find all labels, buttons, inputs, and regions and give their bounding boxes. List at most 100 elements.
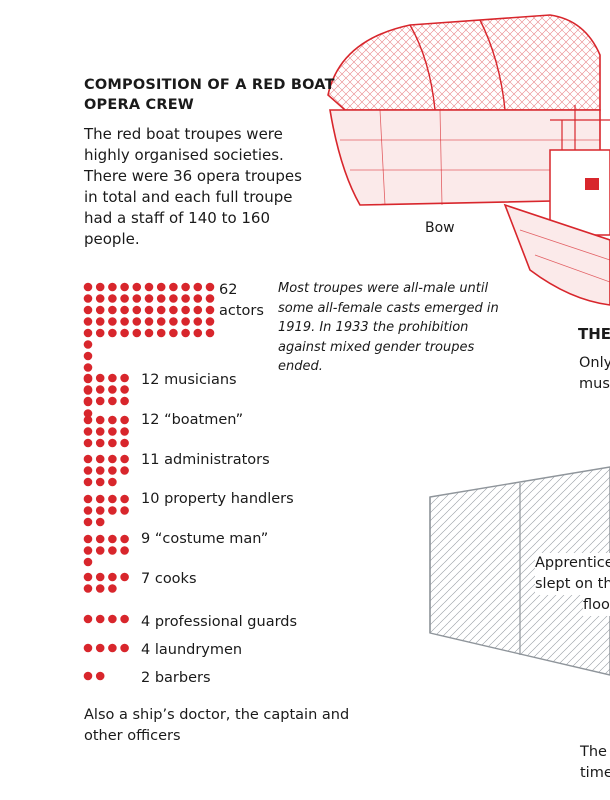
label-boatmen: 12 “boatmen” [141,410,243,430]
dot-0-25 [120,305,129,315]
dot-0-8 [181,282,190,292]
label-boatmen-text: “boatmen” [164,412,244,428]
dot-1-7 [120,385,129,394]
dot-1-9 [95,396,105,406]
cutaway-text-2a: Apprentice [535,553,610,574]
dot-6-2 [108,572,117,582]
dot-0-55 [83,340,93,349]
dot-1-6 [108,385,117,394]
dot-3-8 [83,477,93,487]
dot-5-4 [83,546,93,555]
cutaway-text-2c: floo [583,595,610,616]
dot-9-1 [95,671,105,681]
footer-text: Also a ship’s doctor, the captain and ot… [84,707,350,744]
dot-0-14 [120,294,129,303]
dot-0-61 [83,409,93,418]
dot-0-33 [83,317,93,326]
cutaway-text-3b: time [580,765,610,781]
dot-7-0 [83,614,93,624]
dot-3-3 [120,454,129,464]
dot-0-12 [95,294,105,303]
label-laundrymen-text: laundrymen [154,642,243,658]
dot-3-2 [108,454,117,464]
dot-2-1 [95,415,105,425]
dot-3-0 [83,454,93,464]
dot-0-54 [205,328,215,338]
dot-4-1 [95,494,105,504]
dot-0-4 [132,282,142,292]
dot-8-0 [83,643,93,653]
dot-0-35 [108,317,117,326]
dot-0-13 [108,294,117,303]
dot-0-27 [144,305,154,315]
dot-5-7 [120,546,129,555]
dot-5-3 [120,534,129,544]
dot-5-0 [83,534,93,544]
dot-0-44 [83,328,93,338]
dot-3-1 [95,454,105,464]
dot-1-4 [83,385,93,394]
dot-5-5 [95,546,105,555]
dot-3-9 [95,477,105,487]
dot-0-32 [205,305,215,315]
dot-0-26 [132,305,142,315]
dot-0-34 [95,317,105,326]
label-property-handlers: 10 property handlers [141,489,294,509]
dot-4-8 [83,517,93,527]
dot-0-53 [193,328,203,338]
dot-0-48 [132,328,142,338]
dot-6-4 [83,584,93,593]
label-laundrymen-count: 4 [141,642,151,658]
dot-0-6 [156,282,166,292]
dot-5-1 [95,534,105,544]
dot-0-22 [83,305,93,315]
label-actors: actors [219,303,264,319]
dot-5-2 [108,534,117,544]
dot-1-1 [95,373,105,383]
chart-title: COMPOSITION OF A RED BOAT OPERA CREW [84,77,335,113]
dot-6-5 [95,584,105,593]
dot-4-4 [83,506,93,515]
dot-5-6 [108,546,117,555]
dot-0-28 [156,305,166,315]
dot-2-3 [120,415,129,425]
dot-7-1 [95,614,105,624]
label-administrators: 11 administrators [141,450,270,470]
dot-0-36 [120,317,129,326]
dot-5-8 [83,557,93,567]
dot-6-1 [95,572,105,582]
label-guards-count: 4 [141,614,151,630]
cutaway-illustration [429,466,610,676]
label-administrators-text: administrators [164,452,270,468]
note-text: Most troupes were all-male until some al… [278,281,499,374]
dot-1-3 [120,373,129,383]
dot-0-40 [169,317,178,326]
dot-1-2 [108,373,117,383]
dot-4-0 [83,494,93,504]
label-barbers-text: barbers [154,670,211,686]
dot-0-17 [156,294,166,303]
dot-3-10 [108,477,117,487]
dot-2-6 [108,427,117,436]
dot-0-38 [144,317,154,326]
label-costume-man-count: 9 [141,531,151,547]
dot-0-42 [193,317,203,326]
dot-0-57 [83,363,93,372]
dot-7-3 [120,614,129,624]
dot-0-16 [144,294,154,303]
cutaway-text-1b: mus [579,376,610,392]
dot-0-2 [108,282,117,292]
dot-3-5 [95,466,105,475]
dot-3-6 [108,466,117,475]
label-professional-guards: 4 professional guards [141,612,297,632]
cutaway-text-3a: The [580,744,607,760]
dot-8-1 [95,643,105,653]
dot-6-3 [120,572,129,582]
dot-2-11 [120,438,129,448]
dot-2-10 [108,438,117,448]
boat-illustration [327,14,610,306]
dot-0-23 [95,305,105,315]
dot-0-1 [95,282,105,292]
dot-1-11 [120,396,129,406]
